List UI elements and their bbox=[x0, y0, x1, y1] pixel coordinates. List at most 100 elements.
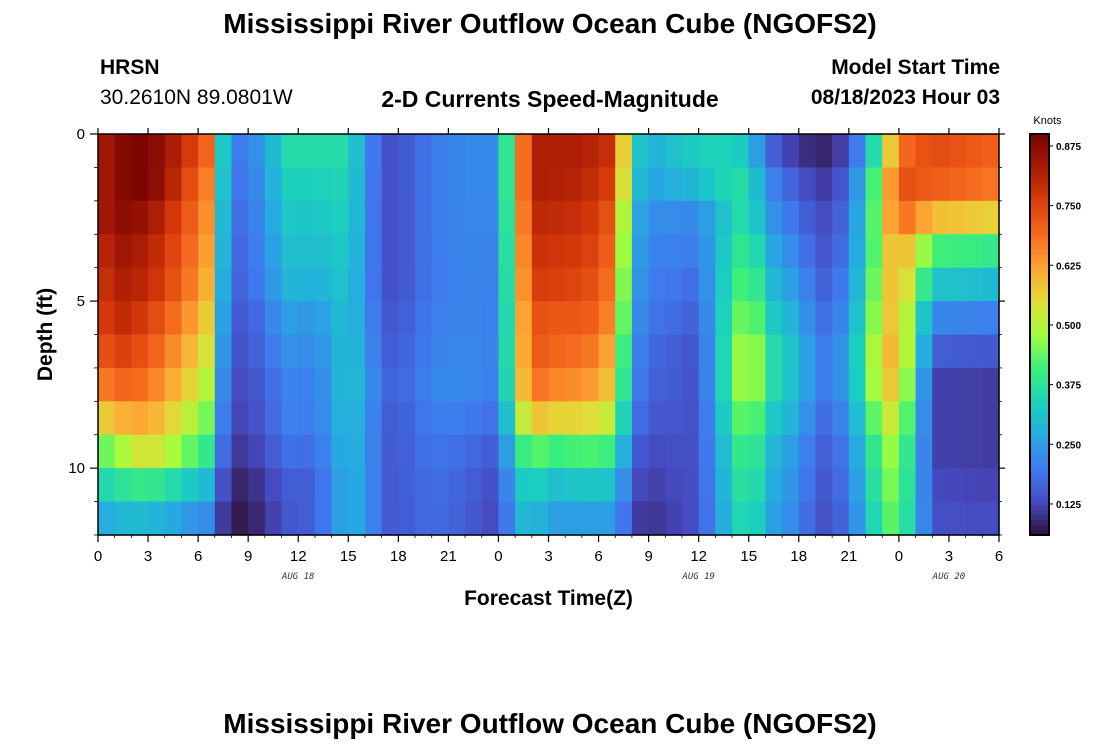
heatmap-cell bbox=[298, 234, 316, 269]
heatmap-cell bbox=[231, 301, 249, 336]
x-tick-label: 6 bbox=[995, 548, 1003, 565]
heatmap-cell bbox=[364, 434, 383, 469]
colorbar-segment bbox=[1030, 249, 1049, 255]
colorbar-tick-label: 0.375 bbox=[1056, 381, 1081, 392]
heatmap-cell bbox=[481, 367, 500, 402]
heatmap-cell bbox=[465, 234, 483, 269]
heatmap-cell bbox=[248, 134, 266, 169]
heatmap-cell bbox=[732, 334, 750, 369]
heatmap-cell bbox=[98, 200, 116, 235]
heatmap-cell bbox=[248, 267, 266, 302]
heatmap-cell bbox=[114, 134, 132, 169]
heatmap-cell bbox=[615, 434, 633, 469]
colorbar-segment bbox=[1030, 264, 1049, 270]
x-tick-label: 3 bbox=[544, 548, 552, 565]
heatmap-cell bbox=[164, 234, 183, 269]
heatmap-cell bbox=[798, 367, 817, 402]
heatmap-cell bbox=[581, 200, 600, 235]
x-tick-label: 9 bbox=[644, 548, 652, 565]
heatmap-cell bbox=[648, 468, 666, 503]
heatmap-cell bbox=[898, 334, 917, 369]
colorbar-segment bbox=[1030, 519, 1049, 526]
heatmap-cell bbox=[264, 234, 283, 269]
heatmap-cell bbox=[715, 167, 733, 202]
heatmap-cell bbox=[348, 200, 366, 235]
heatmap-cell bbox=[882, 401, 900, 436]
x-tick-label: 12 bbox=[290, 548, 307, 565]
heatmap-cell bbox=[965, 267, 983, 302]
heatmap-cell bbox=[148, 301, 166, 336]
heatmap-cell bbox=[181, 267, 199, 302]
colorbar bbox=[1030, 134, 1049, 536]
heatmap-cell bbox=[381, 401, 399, 436]
heatmap-cell bbox=[348, 434, 366, 469]
heatmap-cell bbox=[415, 234, 433, 269]
heatmap-cell bbox=[281, 334, 299, 369]
heatmap-cell bbox=[598, 468, 616, 503]
heatmap-cell bbox=[748, 200, 767, 235]
heatmap-cell bbox=[631, 267, 650, 302]
heatmap-cell bbox=[531, 267, 550, 302]
heatmap-cell bbox=[348, 401, 366, 436]
heatmap-cell bbox=[381, 367, 399, 402]
heatmap-cell bbox=[798, 134, 817, 169]
model-start-label: Model Start Time bbox=[831, 56, 1000, 79]
heatmap-cell bbox=[231, 334, 249, 369]
colorbar-segment bbox=[1030, 214, 1049, 220]
heatmap-cell bbox=[698, 200, 716, 235]
heatmap-cell bbox=[465, 167, 483, 202]
heatmap-cell bbox=[248, 434, 266, 469]
heatmap-cell bbox=[431, 401, 449, 436]
heatmap-cell bbox=[631, 401, 650, 436]
colorbar-segment bbox=[1030, 154, 1049, 160]
heatmap-cell bbox=[448, 301, 466, 336]
heatmap-cell bbox=[314, 334, 333, 369]
colorbar-segment bbox=[1030, 224, 1049, 230]
heatmap-cell bbox=[148, 167, 166, 202]
heatmap-cell bbox=[314, 401, 333, 436]
heatmap-cell bbox=[765, 267, 783, 302]
heatmap-cell bbox=[448, 434, 466, 469]
heatmap-cell bbox=[98, 167, 116, 202]
heatmap-cell bbox=[448, 167, 466, 202]
heatmap-cell bbox=[748, 334, 767, 369]
heatmap-cell bbox=[615, 468, 633, 503]
heatmap-cell bbox=[565, 501, 583, 536]
heatmap-cell bbox=[798, 401, 817, 436]
heatmap-cell bbox=[298, 401, 316, 436]
heatmap-cell bbox=[281, 501, 299, 536]
heatmap-cell bbox=[131, 200, 149, 235]
heatmap-cell bbox=[882, 234, 900, 269]
colorbar-segment bbox=[1030, 184, 1049, 190]
date-label: AUG 20 bbox=[932, 572, 966, 582]
heatmap-cell bbox=[681, 134, 700, 169]
heatmap-cell bbox=[698, 267, 716, 302]
colorbar-segment bbox=[1030, 424, 1049, 431]
heatmap-cell bbox=[398, 334, 416, 369]
heatmap-cell bbox=[214, 367, 233, 402]
heatmap-cell bbox=[848, 401, 867, 436]
heatmap-cell bbox=[782, 200, 800, 235]
colorbar-segment bbox=[1030, 489, 1049, 496]
heatmap-cell bbox=[481, 267, 500, 302]
heatmap-cell bbox=[765, 334, 783, 369]
heatmap-cell bbox=[181, 334, 199, 369]
heatmap-cell bbox=[548, 301, 566, 336]
heatmap-cell bbox=[698, 167, 716, 202]
heatmap-cell bbox=[348, 134, 366, 169]
heatmap-cell bbox=[732, 301, 750, 336]
heatmap-cell bbox=[932, 301, 950, 336]
heatmap-cell bbox=[431, 234, 449, 269]
heatmap-cell bbox=[732, 134, 750, 169]
colorbar-segment bbox=[1030, 389, 1049, 396]
heatmap-cell bbox=[982, 267, 1000, 302]
heatmap-cell bbox=[448, 334, 466, 369]
heatmap-cell bbox=[231, 234, 249, 269]
heatmap-cell bbox=[615, 301, 633, 336]
heatmap-cell bbox=[548, 234, 566, 269]
heatmap-cell bbox=[932, 401, 950, 436]
heatmap-cell bbox=[581, 501, 600, 536]
heatmap-cell bbox=[631, 334, 650, 369]
heatmap-cell bbox=[248, 234, 266, 269]
heatmap-cell bbox=[565, 434, 583, 469]
